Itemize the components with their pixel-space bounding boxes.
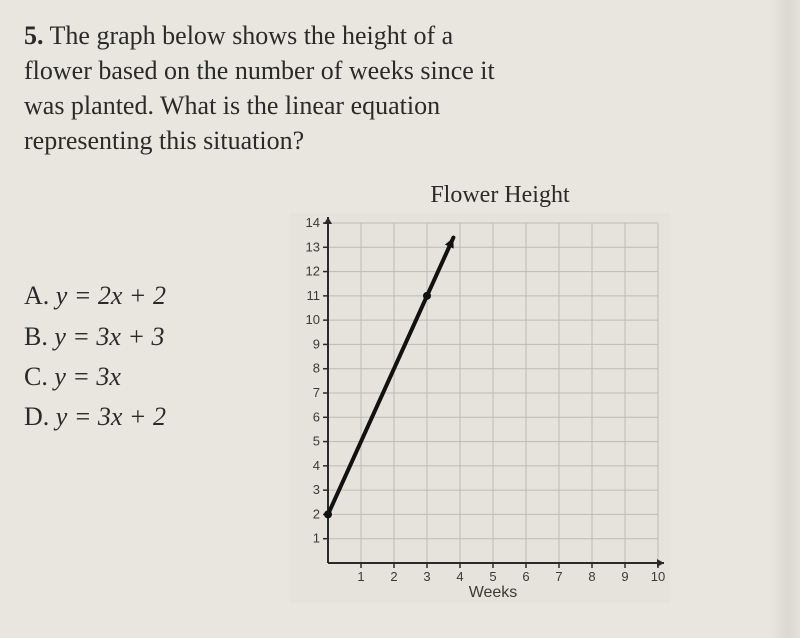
chart-title: Flower Height [430, 182, 569, 209]
choice-b: B. y = 3x + 3 [24, 317, 166, 357]
svg-text:12: 12 [306, 264, 320, 279]
choice-d: D. y = 3x + 2 [24, 397, 166, 437]
svg-text:6: 6 [313, 410, 320, 425]
svg-text:5: 5 [313, 434, 320, 449]
qline-0: The graph below shows the height of a [50, 21, 454, 50]
chart-area: Flower Height 12345678910123456789101112… [184, 182, 776, 603]
svg-text:2: 2 [390, 569, 397, 584]
question-text: 5. The graph below shows the height of a… [24, 18, 776, 158]
svg-text:1: 1 [357, 569, 364, 584]
svg-text:7: 7 [555, 569, 562, 584]
svg-text:6: 6 [522, 569, 529, 584]
qline-1: flower based on the number of weeks sinc… [24, 56, 495, 85]
answer-choices: A. y = 2x + 2 B. y = 3x + 3 C. y = 3x D.… [24, 182, 166, 437]
svg-text:10: 10 [651, 569, 665, 584]
svg-text:8: 8 [588, 569, 595, 584]
svg-text:7: 7 [313, 385, 320, 400]
page-edge-shadow [770, 0, 800, 638]
svg-text:5: 5 [489, 569, 496, 584]
svg-text:9: 9 [621, 569, 628, 584]
qline-2: was planted. What is the linear equation [24, 91, 440, 120]
question-number: 5. [24, 21, 44, 50]
choice-a: A. y = 2x + 2 [24, 276, 166, 316]
svg-text:Weeks: Weeks [469, 584, 518, 601]
svg-text:13: 13 [306, 240, 320, 255]
qline-3: representing this situation? [24, 126, 304, 155]
svg-text:10: 10 [306, 313, 320, 328]
svg-text:4: 4 [313, 458, 320, 473]
svg-text:11: 11 [306, 288, 320, 303]
svg-text:14: 14 [306, 215, 320, 230]
flower-height-chart: 123456789101234567891011121314Weeks [290, 213, 670, 603]
svg-text:3: 3 [313, 483, 320, 498]
content-row: A. y = 2x + 2 B. y = 3x + 3 C. y = 3x D.… [24, 182, 776, 603]
svg-text:2: 2 [313, 507, 320, 522]
svg-text:9: 9 [313, 337, 320, 352]
svg-text:3: 3 [423, 569, 430, 584]
choice-c: C. y = 3x [24, 357, 166, 397]
svg-text:1: 1 [313, 531, 320, 546]
svg-text:4: 4 [456, 569, 463, 584]
svg-text:8: 8 [313, 361, 320, 376]
